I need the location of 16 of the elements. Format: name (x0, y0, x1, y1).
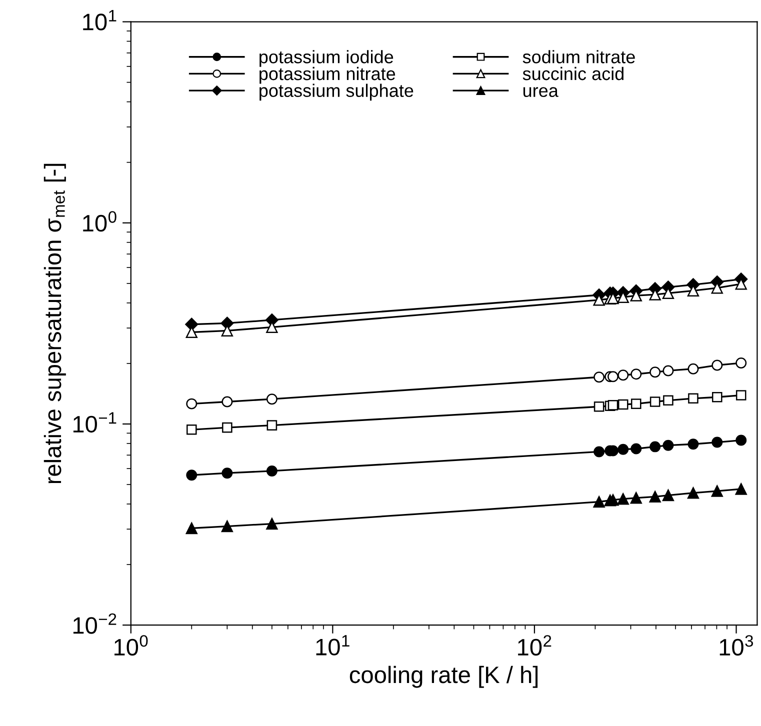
y-tick-label: 10$^{1}$ (83, 10, 116, 30)
legend-label: urea (523, 87, 558, 98)
legend-label: potassium nitrate (260, 66, 396, 84)
x-tick-label: 10$^{0}$ (114, 635, 148, 656)
x-tick-label: 10$^{1}$ (316, 635, 350, 656)
x-tick-label: 10$^{2}$ (518, 635, 552, 656)
legend-label: succinic acid (522, 66, 624, 80)
y-tick-label: 10$^{−1}$ (73, 412, 116, 433)
y-axis-title: relative supersaturation σ$_{met}$ [-] (44, 164, 66, 484)
legend-label: potassium sulphate (260, 84, 414, 101)
x-tick-label: 10$^{3}$ (720, 635, 754, 656)
legend-label: potassium iodide (260, 50, 394, 67)
y-tick-label: 10$^{−2}$ (73, 613, 116, 634)
x-axis-title: cooling rate [K / h] (350, 666, 538, 688)
y-tick-label: 10$^{0}$ (83, 211, 116, 232)
legend-label: sodium nitrate (522, 50, 635, 64)
